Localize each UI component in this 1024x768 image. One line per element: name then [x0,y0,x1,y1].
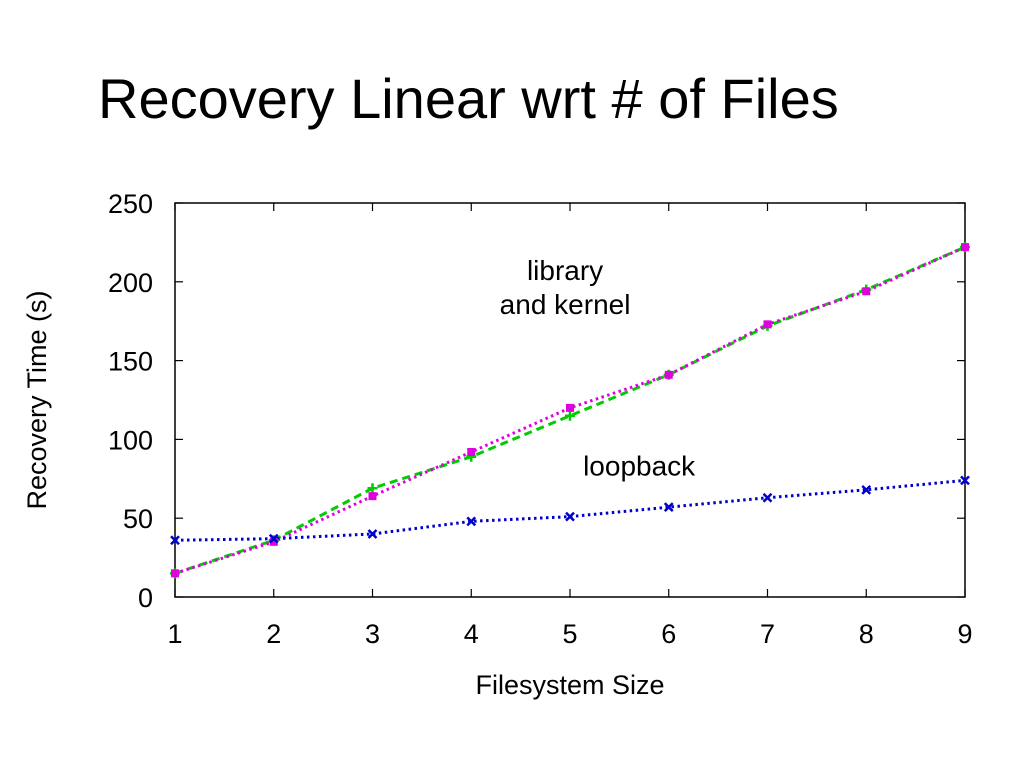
data-point [566,403,574,412]
data-point [762,492,773,503]
data-point [862,287,871,296]
y-tick-label: 250 [108,189,153,219]
data-point [565,511,575,522]
x-tick-label: 3 [365,619,380,649]
annotation-label: loopback [583,451,696,482]
data-point [368,492,377,501]
data-point [467,448,476,457]
slide-title: Recovery Linear wrt # of Files [98,67,839,130]
annotation-label: and kernel [500,289,631,320]
y-tick-label: 200 [108,268,153,298]
y-axis-label: Recovery Time (s) [22,290,52,509]
data-point [269,537,278,546]
axis-ticks [174,202,966,598]
x-tick-label: 8 [859,619,874,649]
y-tick-label: 150 [108,347,153,377]
data-point [664,370,673,379]
data-point [367,529,378,539]
x-tick-labels: 1 2 3 4 5 6 7 8 9 [167,619,972,649]
y-tick-label: 50 [123,504,153,534]
data-point [171,569,179,578]
x-tick-label: 4 [464,619,479,649]
annotation-label: library [527,255,603,286]
x-axis-label: Filesystem Size [475,670,664,700]
data-point [268,533,279,544]
y-tick-label: 100 [108,425,153,455]
y-tick-labels: 0 50 100 150 200 250 [108,189,153,613]
data-point [565,410,575,421]
series-markers [170,242,970,579]
data-point [663,502,674,513]
x-tick-label: 6 [661,619,676,649]
data-point [763,320,772,329]
x-tick-label: 2 [266,619,281,649]
data-point [960,475,970,486]
x-tick-label: 7 [760,619,775,649]
data-point [170,535,180,546]
data-point [961,243,969,252]
x-tick-label: 5 [562,619,577,649]
series-2-line [174,245,966,575]
x-tick-label: 9 [957,619,972,649]
y-tick-label: 0 [138,583,153,613]
data-point [367,483,378,494]
data-point [861,484,872,495]
x-tick-label: 1 [167,619,182,649]
data-point [466,516,477,527]
